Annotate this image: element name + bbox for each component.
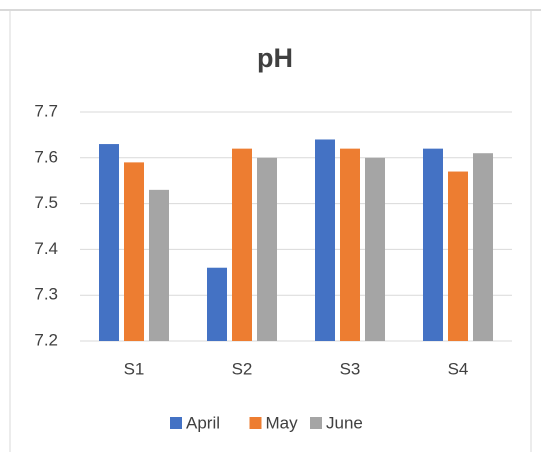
bar [124,162,144,341]
bar [207,267,227,341]
legend-label: April [186,413,220,432]
x-tick-label: S4 [448,359,469,378]
legend-swatch [249,417,262,429]
bar [340,148,360,341]
y-tick-label: 7.6 [34,147,58,166]
x-tick-label: S3 [340,359,361,378]
y-tick-label: 7.5 [34,193,58,212]
y-tick-label: 7.3 [34,285,58,304]
y-tick-label: 7.2 [34,330,58,349]
bar [257,157,277,341]
bar [149,189,169,341]
legend-label: May [266,413,299,432]
bar [232,148,252,341]
legend-swatch [310,417,322,429]
x-tick-label: S1 [124,359,145,378]
bar [423,148,443,341]
chart-title: pH [257,43,293,73]
y-tick-label: 7.7 [34,101,58,120]
x-tick-label: S2 [232,359,253,378]
legend-label: June [326,413,363,432]
y-tick-label: 7.4 [34,239,58,258]
bar [315,139,335,341]
bar [99,144,119,341]
bar [448,171,468,341]
bar [365,157,385,341]
bar [473,153,493,341]
legend-swatch [170,417,182,429]
